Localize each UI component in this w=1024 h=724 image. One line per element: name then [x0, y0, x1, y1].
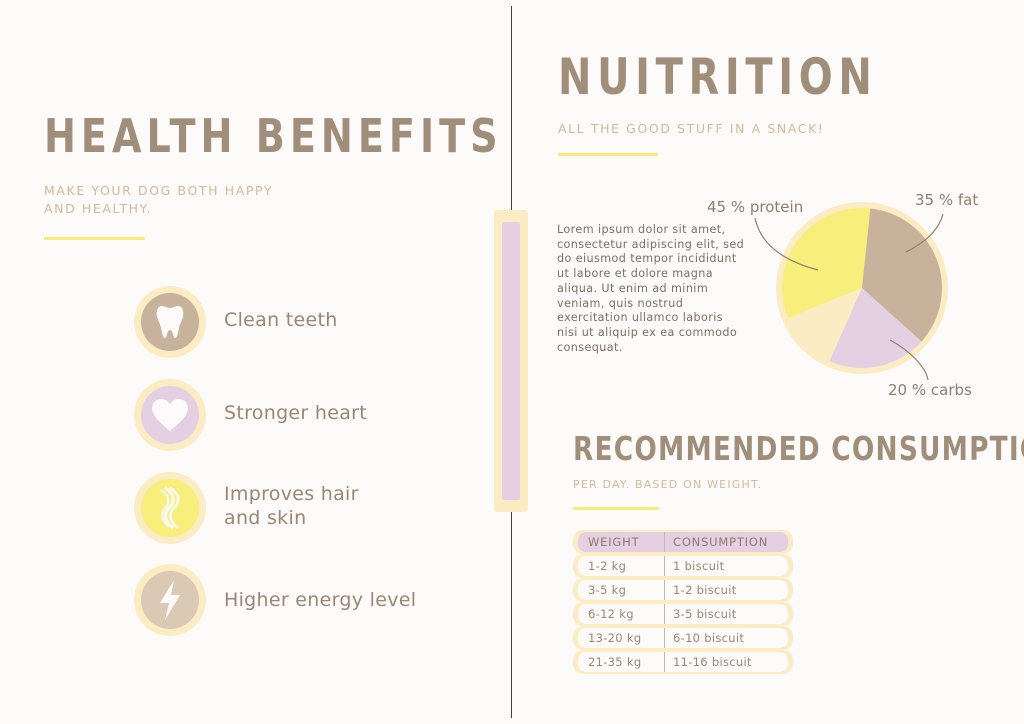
- header-weight: WEIGHT: [578, 532, 665, 552]
- hair-icon: [141, 479, 199, 537]
- hair-skin-badge: [134, 472, 206, 544]
- health-benefits-subtitle: MAKE YOUR DOG BOTH HAPPY AND HEALTHY.: [44, 182, 273, 218]
- table-row: 6-12 kg 3-5 biscuit: [573, 602, 793, 626]
- consumption-cell: 6-10 biscuit: [673, 631, 745, 645]
- table-row: 13-20 kg 6-10 biscuit: [573, 626, 793, 650]
- heart-icon: [141, 386, 199, 444]
- benefit-label-stronger-heart: Stronger heart: [224, 402, 368, 424]
- hair-skin-line-2: and skin: [224, 507, 307, 529]
- benefit-label-energy: Higher energy level: [224, 589, 417, 611]
- scrollbar-thumb[interactable]: [502, 222, 520, 500]
- consumption-cell: 1 biscuit: [673, 559, 725, 573]
- benefit-label-hair-skin: Improves hair and skin: [224, 482, 359, 530]
- subtitle-line-2: AND HEALTHY.: [44, 201, 152, 216]
- hair-skin-line-1: Improves hair: [224, 483, 359, 505]
- consumption-cell: 11-16 biscuit: [673, 655, 752, 669]
- table-header-row: WEIGHT CONSUMPTION: [573, 530, 793, 554]
- consumption-subtitle: PER DAY. BASED ON WEIGHT.: [573, 478, 763, 491]
- table-row: 1-2 kg 1 biscuit: [573, 554, 793, 578]
- health-benefits-title: HEALTH BENEFITS: [44, 109, 503, 163]
- weight-cell: 6-12 kg: [578, 604, 665, 624]
- consumption-table: WEIGHT CONSUMPTION 1-2 kg 1 biscuit 3-5 …: [573, 530, 793, 674]
- consumption-cell: 1-2 biscuit: [673, 583, 737, 597]
- protein-leader: [754, 217, 819, 271]
- nutrition-description: Lorem ipsum dolor sit amet, consectetur …: [557, 223, 745, 354]
- weight-cell: 21-35 kg: [578, 652, 665, 672]
- clean-teeth-badge: [134, 286, 206, 358]
- right-accent-line: [558, 153, 658, 156]
- table-row: 3-5 kg 1-2 biscuit: [573, 578, 793, 602]
- nutrition-subtitle: ALL THE GOOD STUFF IN A SNACK!: [558, 121, 825, 136]
- table-row: 21-35 kg 11-16 biscuit: [573, 650, 793, 674]
- tooth-icon: [141, 293, 199, 351]
- nutrition-pie-chart: [754, 202, 948, 381]
- weight-cell: 3-5 kg: [578, 580, 665, 600]
- fat-leader: [905, 213, 944, 253]
- subtitle-line-1: MAKE YOUR DOG BOTH HAPPY: [44, 183, 274, 198]
- pie-label-fat: 35 % fat: [915, 191, 979, 209]
- stronger-heart-badge: [134, 379, 206, 451]
- consumption-cell: 3-5 biscuit: [673, 607, 737, 621]
- consumption-accent-line: [573, 507, 659, 510]
- weight-cell: 1-2 kg: [578, 556, 665, 576]
- header-consumption: CONSUMPTION: [673, 535, 769, 549]
- pie-slice-carbs: [829, 288, 922, 368]
- pie-label-carbs: 20 % carbs: [888, 381, 972, 399]
- lightning-icon: [141, 571, 199, 629]
- left-accent-line: [44, 237, 145, 240]
- energy-level-badge: [134, 564, 206, 636]
- consumption-title: RECOMMENDED CONSUMPTION: [573, 429, 1024, 468]
- carbs-leader: [889, 339, 929, 381]
- pie-slices: [782, 208, 942, 368]
- nutrition-title: NUITRITION: [558, 48, 878, 106]
- benefit-label-clean-teeth: Clean teeth: [224, 309, 338, 331]
- pie-label-protein: 45 % protein: [707, 198, 804, 216]
- weight-cell: 13-20 kg: [578, 628, 665, 648]
